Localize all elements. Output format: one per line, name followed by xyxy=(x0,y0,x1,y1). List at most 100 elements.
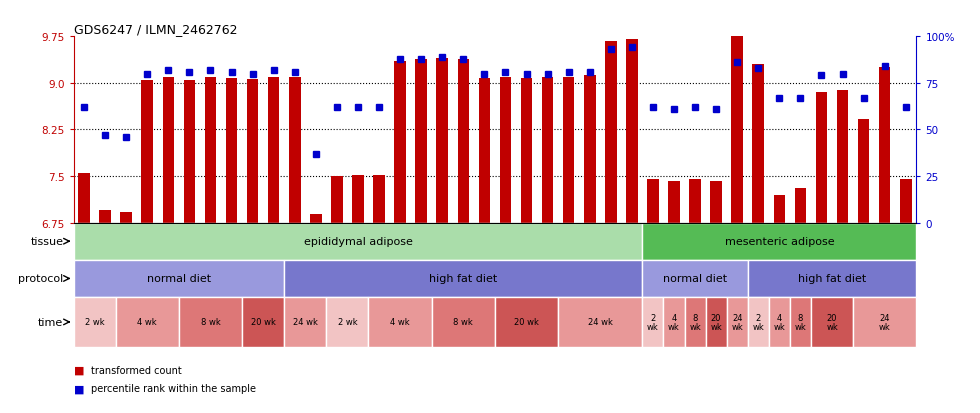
Text: epididymal adipose: epididymal adipose xyxy=(304,237,413,247)
Bar xyxy=(879,68,891,223)
Bar xyxy=(178,297,242,347)
Text: 20
wk: 20 wk xyxy=(710,313,722,331)
Bar xyxy=(748,260,916,297)
Bar xyxy=(854,297,916,347)
Bar xyxy=(495,297,559,347)
Text: transformed count: transformed count xyxy=(91,365,182,375)
Text: 4 wk: 4 wk xyxy=(390,318,410,327)
Bar xyxy=(436,59,448,223)
Bar xyxy=(643,260,748,297)
Bar xyxy=(183,81,195,223)
Text: protocol: protocol xyxy=(19,274,64,284)
Bar xyxy=(837,91,849,223)
Bar xyxy=(74,223,643,260)
Bar xyxy=(900,180,911,223)
Bar xyxy=(605,42,616,223)
Bar xyxy=(647,180,659,223)
Bar xyxy=(116,297,178,347)
Bar xyxy=(163,78,174,223)
Text: 2 wk: 2 wk xyxy=(84,318,105,327)
Bar xyxy=(352,176,364,223)
Text: GDS6247 / ILMN_2462762: GDS6247 / ILMN_2462762 xyxy=(74,23,237,36)
Text: high fat diet: high fat diet xyxy=(429,274,498,284)
Bar xyxy=(731,36,743,223)
Text: 2
wk: 2 wk xyxy=(753,313,764,331)
Bar xyxy=(78,173,90,223)
Bar xyxy=(458,60,469,223)
Bar xyxy=(626,40,638,223)
Bar xyxy=(685,297,706,347)
Text: 8
wk: 8 wk xyxy=(689,313,701,331)
Bar xyxy=(710,182,722,223)
Bar xyxy=(542,78,554,223)
Bar xyxy=(769,297,790,347)
Bar xyxy=(141,81,153,223)
Bar xyxy=(432,297,495,347)
Text: 2
wk: 2 wk xyxy=(647,313,659,331)
Bar xyxy=(478,79,490,223)
Bar xyxy=(643,297,663,347)
Bar xyxy=(500,78,512,223)
Bar xyxy=(310,215,321,223)
Text: 20 wk: 20 wk xyxy=(514,318,539,327)
Bar xyxy=(284,297,326,347)
Text: normal diet: normal diet xyxy=(663,274,727,284)
Bar xyxy=(584,76,596,223)
Bar xyxy=(668,182,680,223)
Bar xyxy=(247,80,259,223)
Text: 4 wk: 4 wk xyxy=(137,318,157,327)
Text: percentile rank within the sample: percentile rank within the sample xyxy=(91,383,256,393)
Bar xyxy=(663,297,685,347)
Bar xyxy=(368,297,432,347)
Bar xyxy=(689,180,701,223)
Bar xyxy=(205,78,217,223)
Bar xyxy=(559,297,643,347)
Bar xyxy=(331,177,343,223)
Bar xyxy=(74,297,116,347)
Bar xyxy=(773,195,785,223)
Bar xyxy=(563,78,574,223)
Text: 8
wk: 8 wk xyxy=(795,313,807,331)
Bar xyxy=(748,297,769,347)
Text: 4
wk: 4 wk xyxy=(773,313,785,331)
Bar xyxy=(858,120,869,223)
Bar xyxy=(289,78,301,223)
Bar xyxy=(373,176,385,223)
Text: normal diet: normal diet xyxy=(147,274,211,284)
Bar xyxy=(790,297,811,347)
Bar xyxy=(727,297,748,347)
Text: ■: ■ xyxy=(74,365,84,375)
Bar xyxy=(284,260,643,297)
Text: 2 wk: 2 wk xyxy=(337,318,358,327)
Bar xyxy=(242,297,284,347)
Text: 8 wk: 8 wk xyxy=(201,318,220,327)
Text: ■: ■ xyxy=(74,383,84,393)
Bar xyxy=(643,223,916,260)
Bar xyxy=(416,60,427,223)
Text: 24
wk: 24 wk xyxy=(879,313,891,331)
Text: 24 wk: 24 wk xyxy=(293,318,318,327)
Bar xyxy=(815,93,827,223)
Text: 8 wk: 8 wk xyxy=(454,318,473,327)
Text: 24 wk: 24 wk xyxy=(588,318,612,327)
Bar xyxy=(753,65,764,223)
Bar xyxy=(225,79,237,223)
Text: high fat diet: high fat diet xyxy=(798,274,866,284)
Text: 4
wk: 4 wk xyxy=(668,313,680,331)
Bar xyxy=(520,79,532,223)
Bar xyxy=(394,62,406,223)
Bar xyxy=(121,212,132,223)
Bar xyxy=(326,297,368,347)
Text: tissue: tissue xyxy=(30,237,64,247)
Bar xyxy=(795,189,807,223)
Text: 24
wk: 24 wk xyxy=(731,313,743,331)
Text: mesenteric adipose: mesenteric adipose xyxy=(724,237,834,247)
Bar xyxy=(74,260,284,297)
Bar xyxy=(706,297,727,347)
Bar xyxy=(99,211,111,223)
Text: 20 wk: 20 wk xyxy=(251,318,275,327)
Bar xyxy=(268,78,279,223)
Text: time: time xyxy=(38,317,64,327)
Text: 20
wk: 20 wk xyxy=(826,313,838,331)
Bar xyxy=(811,297,854,347)
